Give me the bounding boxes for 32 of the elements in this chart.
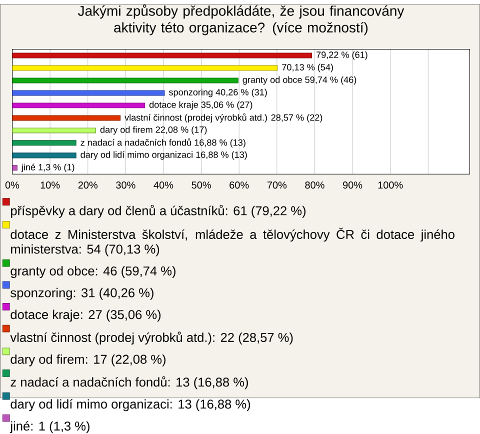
x-tick-label: 80% xyxy=(305,182,324,189)
legend-label: dary od firem: 17 (22,08 %) xyxy=(10,354,166,367)
x-tick-label: 20% xyxy=(78,182,98,189)
x-tick-label: 30% xyxy=(116,182,136,189)
x-tick-label: 100% xyxy=(378,182,403,189)
legend-label: dary od lidí mimo organizaci: 13 (16,88 %) xyxy=(10,399,250,412)
legend-label: jiné: 1 (1,3 %) xyxy=(10,421,90,434)
legend-label: sponzoring: 31 (40,26 %) xyxy=(10,288,154,300)
data-label: z nadací a nadačních fondů 16,88 % (13) xyxy=(80,138,246,148)
data-label: dary od lidí mimo organizaci 16,88 % (13) xyxy=(80,151,247,160)
legend-label: dotace kraje: 27 (35,06 %) xyxy=(10,310,161,322)
x-tick-label: 10% xyxy=(40,182,60,189)
legend-label: vlastní činnost (prodej výrobků atd.): 22 (28,57 %) xyxy=(10,332,293,345)
data-label: jiné 1,3 % (1) xyxy=(21,164,74,172)
x-tick-label: 40% xyxy=(154,182,174,189)
data-label: dotace kraje 35,06 % (27) xyxy=(149,101,252,110)
data-label: dary od firem 22,08 % (17) xyxy=(100,126,207,135)
data-label: 70,13 % (54) xyxy=(282,64,333,72)
data-label: sponzoring 40,26 % (31) xyxy=(168,88,267,98)
legend-label: granty od obce: 46 (59,74 %) xyxy=(10,266,176,278)
data-label: vlastní činnost (prodej výrobků atd.) 28,57 % (22) xyxy=(124,114,322,123)
x-tick-label: 60% xyxy=(230,182,249,189)
x-tick-label: 0% xyxy=(5,182,20,189)
data-label: 79,22 % (61) xyxy=(316,52,368,60)
x-tick-label: 70% xyxy=(267,182,287,189)
legend-label: příspěvky a dary od členů a účastníků: 61 (79,22 %) xyxy=(11,205,306,218)
legend-label: dotace z Ministerstva školství, mládeže a tělovýchovy ČR či dotace jiného ministerstva: 54 (70,13 %) xyxy=(10,228,454,256)
x-tick-label: 90% xyxy=(343,182,362,189)
x-tick-label: 50% xyxy=(192,182,211,189)
legend-label: z nadací a nadačních fondů: 13 (16,88 %) xyxy=(10,376,248,390)
data-label: granty od obce 59,74 % (46) xyxy=(242,76,356,85)
chart-title: Jakými způsoby předpokládáte, že jsou financovány aktivity této organizace? (více možností) xyxy=(78,4,404,36)
